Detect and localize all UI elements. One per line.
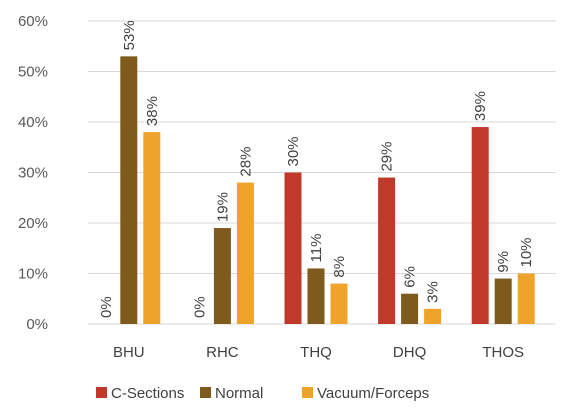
data-label: 0%: [98, 296, 115, 318]
y-tick-label: 0%: [26, 316, 48, 333]
legend-swatch: [302, 387, 313, 398]
bar: [517, 273, 535, 324]
data-label: 19%: [214, 192, 231, 222]
bar: [330, 283, 348, 324]
data-label: 29%: [379, 142, 396, 172]
data-label: 0%: [191, 296, 208, 318]
bar: [424, 308, 442, 324]
bar: [401, 293, 419, 324]
data-labels: 0% 53% 38% 0% 19% 28% 30% 11% 8% 29% 6% 3% 39% 9% 10%: [98, 20, 535, 318]
legend-swatch: [96, 387, 107, 398]
data-label: 11%: [308, 234, 325, 263]
y-tick-label: 50%: [18, 64, 48, 81]
legend: C-Sections Normal Vacuum/Forceps: [96, 385, 429, 402]
data-label: 38%: [144, 96, 161, 126]
y-tick-label: 40%: [18, 114, 48, 131]
data-label: 39%: [472, 91, 489, 121]
x-category-label: DHQ: [393, 344, 426, 361]
gridlines: [88, 20, 556, 325]
legend-label: Vacuum/Forceps: [317, 385, 429, 402]
x-category-label: BHU: [113, 344, 145, 361]
bar: [236, 182, 254, 324]
data-label: 3%: [425, 281, 442, 303]
y-tick-label: 20%: [18, 215, 48, 232]
data-label: 30%: [285, 136, 302, 166]
y-tick-label: 30%: [18, 165, 48, 182]
data-label: 6%: [402, 266, 419, 288]
bar: [143, 132, 161, 324]
data-label: 9%: [495, 251, 512, 273]
data-label: 53%: [121, 20, 138, 50]
x-category-label: THOS: [482, 344, 524, 361]
data-label: 28%: [237, 147, 254, 177]
x-category-label: THQ: [300, 344, 332, 361]
bar: [120, 56, 138, 324]
legend-label: C-Sections: [111, 385, 184, 402]
legend-label: Normal: [215, 385, 263, 402]
x-axis-categories: BHU RHC THQ DHQ THOS: [113, 344, 524, 361]
y-tick-label: 10%: [18, 266, 48, 283]
legend-swatch: [200, 387, 211, 398]
bar: [494, 278, 512, 324]
bars: [120, 56, 535, 324]
bar: [284, 172, 302, 324]
x-category-label: RHC: [206, 344, 239, 361]
bar: [471, 127, 489, 324]
y-axis-ticks: 0% 10% 20% 30% 40% 50% 60%: [18, 13, 48, 333]
y-tick-label: 60%: [18, 13, 48, 30]
bar: [307, 268, 325, 324]
bar: [213, 228, 231, 324]
bar: [378, 177, 396, 324]
data-label: 10%: [518, 237, 535, 267]
data-label: 8%: [331, 256, 348, 278]
